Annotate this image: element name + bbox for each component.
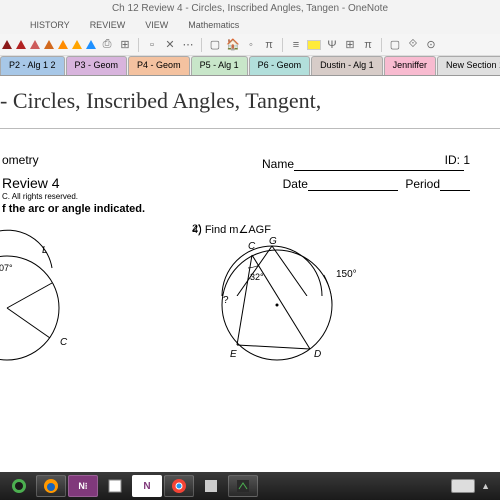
name-field <box>294 159 464 171</box>
pen-color-1[interactable] <box>2 40 12 49</box>
problem-4-label: 4) Find m∠AGF <box>192 223 342 236</box>
start-button[interactable] <box>4 475 34 497</box>
tool-icon-6[interactable]: 🏠 <box>226 38 240 52</box>
worksheet-title: Review 4 <box>2 175 145 191</box>
section-tab-7[interactable]: New Section 1 <box>437 56 500 75</box>
ribbon-tab-history[interactable]: HISTORY <box>20 18 80 34</box>
ribbon-tab-math[interactable]: Mathematics <box>178 18 249 34</box>
system-tray: ▲ <box>451 479 496 493</box>
tool-icon-9[interactable]: ▢ <box>388 38 402 52</box>
page-title: - Circles, Inscribed Angles, Tangent, <box>0 88 494 114</box>
taskbar-app-3[interactable] <box>228 475 258 497</box>
section-tab-3[interactable]: P5 - Alg 1 <box>191 56 248 75</box>
tray-chevron-icon[interactable]: ▲ <box>481 481 490 491</box>
page-title-area: - Circles, Inscribed Angles, Tangent, <box>0 76 500 122</box>
date-label: Date <box>283 177 308 191</box>
tool-icon-3[interactable]: ✕ <box>163 38 177 52</box>
svg-text:D: D <box>314 349 321 360</box>
tool-icon-5[interactable]: ▢ <box>208 38 222 52</box>
svg-text:L: L <box>42 245 48 256</box>
divider <box>0 128 500 129</box>
taskbar-onenote[interactable]: N⁝ <box>68 475 98 497</box>
date-field <box>308 179 398 191</box>
taskbar-onenote-2[interactable]: N <box>132 475 162 497</box>
tool-icon-8[interactable]: ≡ <box>289 38 303 52</box>
pen-color-4[interactable] <box>44 40 54 49</box>
tool-icon-7[interactable]: ◦ <box>244 38 258 52</box>
separator <box>282 38 283 52</box>
name-label: Name <box>262 157 294 171</box>
diagram-3: L 107° <box>0 223 72 273</box>
separator <box>138 38 139 52</box>
tool-icon-11[interactable]: ⊙ <box>424 38 438 52</box>
svg-text:E: E <box>230 349 237 360</box>
svg-text:G: G <box>269 236 277 247</box>
tool-icon-4[interactable]: ⋯ <box>181 38 195 52</box>
pen-color-3[interactable] <box>30 40 40 49</box>
section-tab-4[interactable]: P6 - Geom <box>249 56 311 75</box>
separator <box>201 38 202 52</box>
print-icon[interactable]: ⎙ <box>100 38 114 52</box>
worksheet: ometry ID: 1 Name Review 4 C. All rights… <box>0 153 500 433</box>
pen-color-6[interactable] <box>72 40 82 49</box>
section-tab-0[interactable]: P2 - Alg 1 2 <box>0 56 65 75</box>
tool-icon-1[interactable]: ⊞ <box>118 38 132 52</box>
section-tab-5[interactable]: Dustin - Alg 1 <box>311 56 383 75</box>
svg-text:107°: 107° <box>0 263 13 273</box>
section-tabs: P2 - Alg 1 2P3 - GeomP4 - GeomP5 - Alg 1… <box>0 56 500 76</box>
psi-icon[interactable]: Ψ <box>325 38 339 52</box>
label-c: C <box>60 337 68 348</box>
toolbar: ⎙ ⊞ ▫ ✕ ⋯ ▢ 🏠 ◦ π ≡ Ψ ⊞ π ▢ ⟐ ⊙ <box>0 34 500 56</box>
section-tab-6[interactable]: Jenniffer <box>384 56 436 75</box>
tool-icon-10[interactable]: ⟐ <box>406 38 420 52</box>
pen-color-2[interactable] <box>16 40 26 49</box>
period-field <box>440 179 470 191</box>
tool-icon-2[interactable]: ▫ <box>145 38 159 52</box>
copyright-text: C. All rights reserved. <box>2 192 145 201</box>
pen-color-7[interactable] <box>86 40 96 49</box>
problems-area: C 2) 32° C D E ? 150° 4) <box>2 223 500 433</box>
taskbar-app-2[interactable] <box>196 475 226 497</box>
highlight-icon[interactable] <box>307 40 321 50</box>
keyboard-icon[interactable] <box>451 479 475 493</box>
taskbar-chrome[interactable] <box>164 475 194 497</box>
subject-label: ometry <box>2 153 39 171</box>
taskbar-app-1[interactable] <box>100 475 130 497</box>
pen-color-5[interactable] <box>58 40 68 49</box>
separator <box>381 38 382 52</box>
taskbar-firefox[interactable] <box>36 475 66 497</box>
section-tab-2[interactable]: P4 - Geom <box>128 56 190 75</box>
ribbon-tab-view[interactable]: VIEW <box>135 18 178 34</box>
pi-icon-2[interactable]: π <box>361 38 375 52</box>
period-label: Period <box>405 177 440 191</box>
pi-icon[interactable]: π <box>262 38 276 52</box>
ribbon-tab-review[interactable]: REVIEW <box>80 18 136 34</box>
diagram-4: G <box>192 236 342 296</box>
window-titlebar: Ch 12 Review 4 - Circles, Inscribed Angl… <box>0 0 500 18</box>
instructions: f the arc or angle indicated. <box>2 203 145 215</box>
grid-icon[interactable]: ⊞ <box>343 38 357 52</box>
ribbon-tabs: HISTORY REVIEW VIEW Mathematics <box>0 18 500 34</box>
taskbar: N⁝ N ▲ <box>0 472 500 500</box>
section-tab-1[interactable]: P3 - Geom <box>66 56 128 75</box>
